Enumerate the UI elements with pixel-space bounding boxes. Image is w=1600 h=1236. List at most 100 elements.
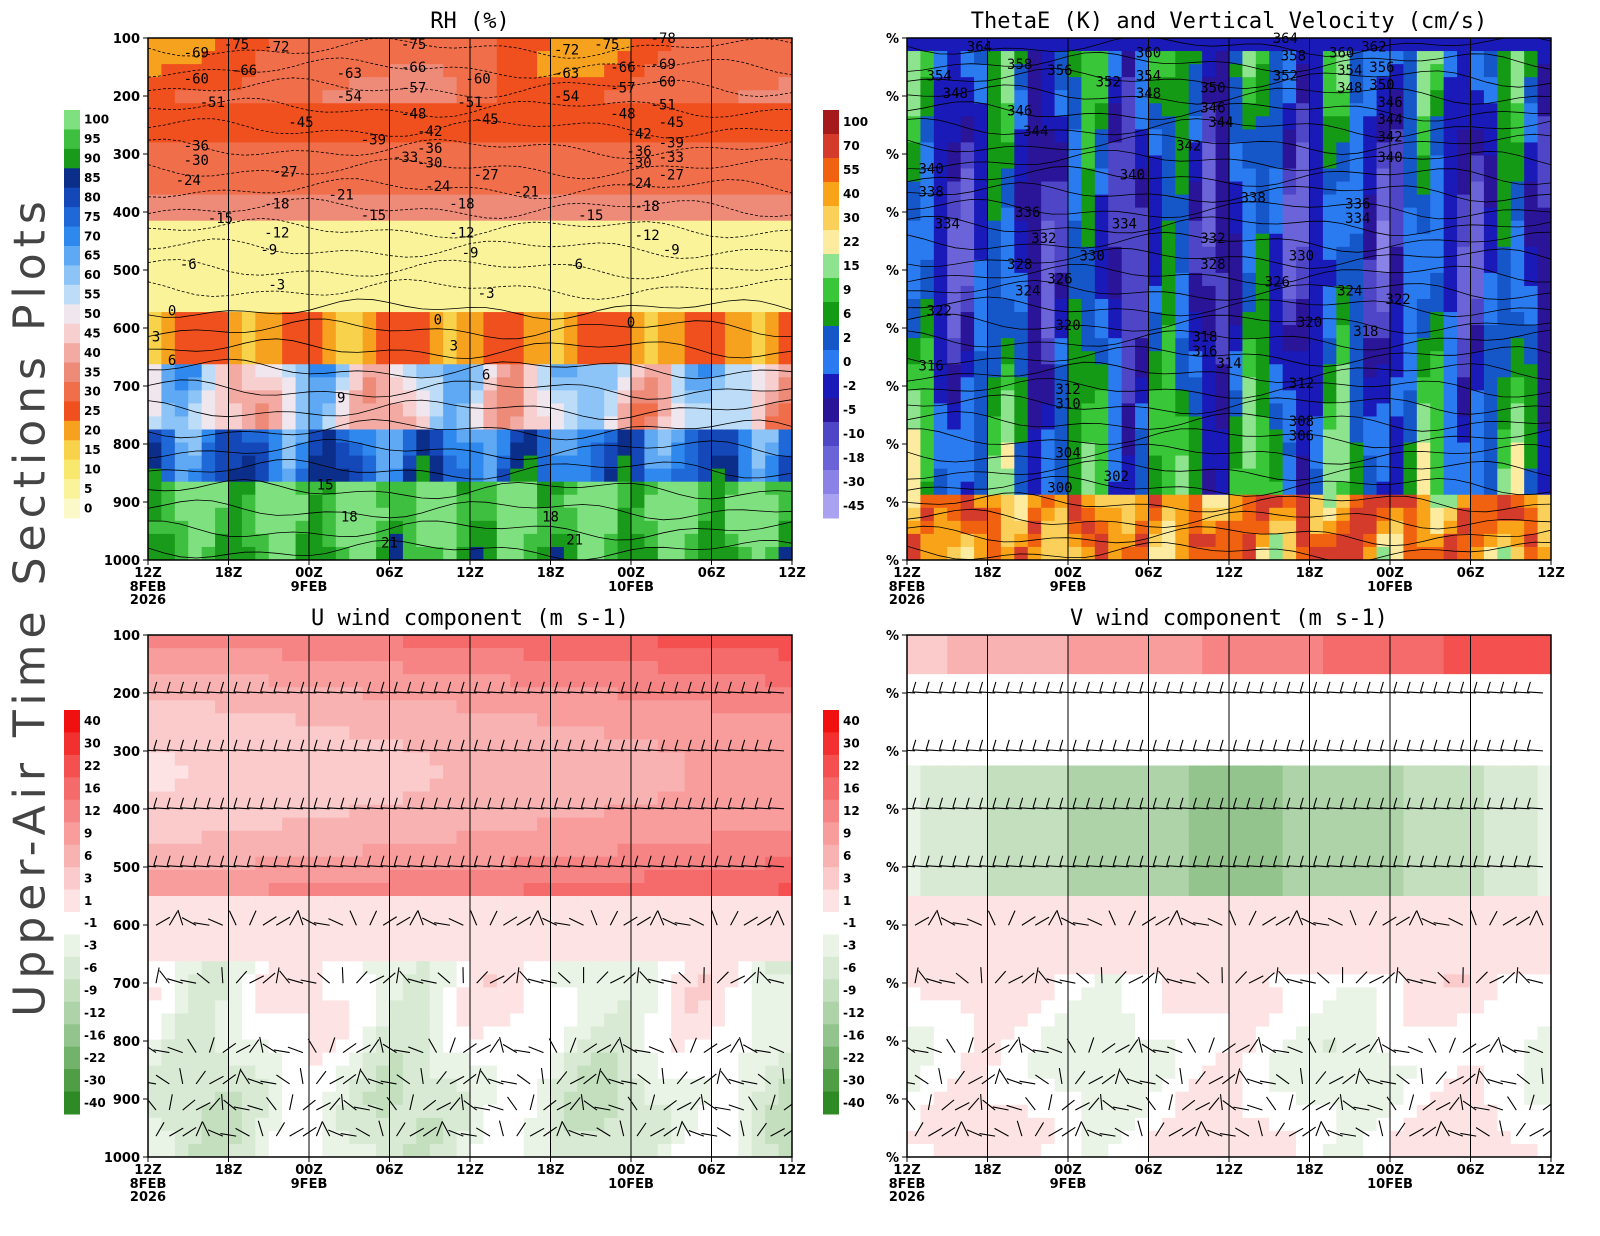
field-cell: [1282, 429, 1297, 444]
field-cell: [188, 233, 203, 248]
field-cell: [1094, 259, 1109, 274]
field-cell: [322, 987, 337, 1001]
field-cell: [1054, 403, 1069, 418]
field-cell: [268, 429, 283, 444]
field-cell: [1349, 103, 1364, 117]
field-cell: [1094, 103, 1109, 117]
field-cell: [724, 38, 739, 52]
field-cell: [778, 481, 792, 496]
field-cell: [1336, 494, 1351, 509]
field-cell: [1376, 181, 1391, 196]
field-cell: [1014, 507, 1029, 522]
field-cell: [309, 987, 324, 1001]
field-cell: [671, 116, 686, 130]
field-cell: [1483, 403, 1498, 418]
field-cell: [1215, 429, 1230, 444]
field-cell: [402, 194, 417, 209]
field-cell: [295, 804, 310, 819]
field-cell: [282, 1000, 297, 1015]
field-cell: [1537, 246, 1551, 261]
field-cell: [1135, 546, 1150, 560]
field-cell: [1336, 299, 1351, 313]
field-cell: [309, 416, 324, 431]
contour-label: -6: [180, 257, 197, 273]
field-cell: [657, 194, 672, 209]
field-cell: [188, 843, 203, 858]
colorbar-label: -45: [843, 499, 865, 513]
field-cell: [1054, 481, 1069, 496]
field-cell: [322, 103, 337, 117]
field-cell: [335, 285, 350, 300]
field-cell: [523, 233, 538, 248]
field-cell: [724, 520, 739, 535]
field-cell: [1202, 51, 1217, 65]
field-cell: [1470, 416, 1485, 431]
field-cell: [778, 442, 792, 457]
field-cell: [671, 272, 686, 287]
field-cell: [590, 272, 605, 287]
field-cell: [1269, 194, 1284, 209]
field-cell: [268, 285, 283, 300]
field-cell: [1470, 351, 1485, 365]
field-cell: [268, 1052, 283, 1067]
field-cell: [684, 116, 699, 130]
field-cell: [483, 259, 498, 274]
field-cell: [174, 272, 189, 287]
field-cell: [174, 285, 189, 300]
field-cell: [443, 285, 458, 300]
field-cell: [563, 38, 578, 52]
field-cell: [255, 129, 270, 143]
field-cell: [563, 403, 578, 418]
field-cell: [1094, 520, 1109, 535]
field-cell: [161, 481, 176, 496]
field-cell: [402, 77, 417, 91]
field-cell: [617, 272, 632, 287]
field-cell: [1121, 325, 1136, 339]
field-cell: [349, 390, 364, 404]
field-cell: [1242, 259, 1257, 274]
field-cell: [711, 103, 726, 117]
field-cell: [947, 351, 962, 365]
field-cell: [684, 207, 699, 222]
colorbar-label: -2: [843, 379, 856, 393]
field-cell: [1322, 129, 1337, 143]
field-cell: [295, 442, 310, 457]
field-cell: [1148, 64, 1163, 78]
field-cell: [309, 299, 324, 313]
field-cell: [309, 533, 324, 548]
field-cell: [309, 155, 324, 170]
field-cell: [1376, 546, 1391, 560]
field-cell: [215, 520, 230, 535]
field-cell: [268, 507, 283, 522]
field-cell: [1363, 494, 1378, 509]
field-cell: [443, 103, 458, 117]
contour-label: -12: [264, 225, 289, 241]
colorbar-swatch: [64, 382, 80, 402]
field-cell: [657, 468, 672, 483]
field-cell: [255, 64, 270, 78]
field-cell: [617, 168, 632, 183]
field-cell: [443, 364, 458, 378]
field-cell: [215, 116, 230, 130]
field-cell: [1255, 194, 1270, 209]
field-cell: [188, 674, 203, 688]
field-cell: [1108, 390, 1123, 404]
field-cell: [470, 533, 485, 548]
field-cell: [215, 1000, 230, 1015]
field-cell: [1202, 142, 1217, 157]
field-cell: [537, 90, 552, 104]
field-cell: [1255, 116, 1270, 130]
field-cell: [429, 429, 444, 444]
field-cell: [349, 635, 364, 649]
field-cell: [1309, 455, 1324, 470]
field-cell: [537, 442, 552, 457]
field-cell: [188, 1013, 203, 1028]
field-cell: [1322, 77, 1337, 91]
field-cell: [1000, 442, 1015, 457]
field-cell: [483, 77, 498, 91]
field-cell: [201, 935, 216, 949]
colorbar-label: -18: [843, 451, 865, 465]
field-cell: [1457, 442, 1472, 457]
field-cell: [1041, 181, 1056, 196]
